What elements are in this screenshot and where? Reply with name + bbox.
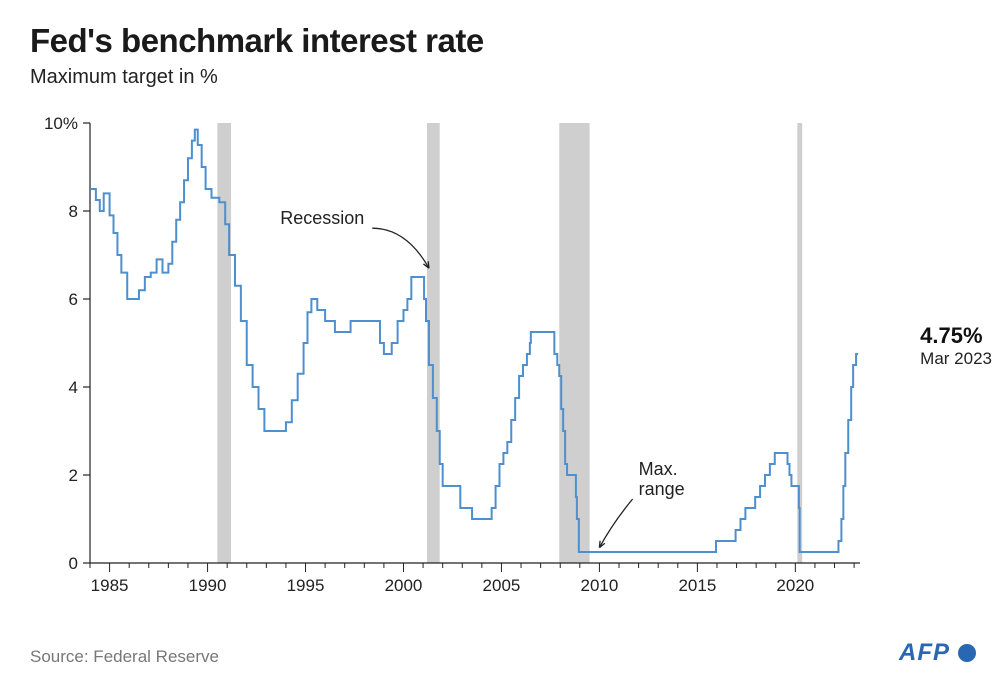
afp-dot-icon: [958, 644, 976, 662]
afp-logo: AFP: [899, 639, 976, 667]
source-label: Source: Federal Reserve: [30, 647, 219, 667]
recession-arrow: [372, 228, 429, 268]
x-tick-label: 2000: [385, 576, 423, 595]
recession-band: [217, 123, 231, 563]
y-tick-label: 2: [69, 466, 78, 485]
chart-svg: 0 2 4 6 8 10% 1985 1990 1995 2000 2005 2010 2015 2020…: [30, 113, 870, 613]
x-tick-label: 2010: [581, 576, 619, 595]
figure-container: Fed's benchmark interest rate Maximum ta…: [0, 0, 1000, 693]
x-tick-label: 1985: [91, 576, 129, 595]
y-tick-label: 4: [69, 378, 78, 397]
rate-line: [90, 130, 858, 552]
chart-area: 0 2 4 6 8 10% 1985 1990 1995 2000 2005 2010 2015 2020…: [30, 113, 870, 613]
x-tick-label: 2020: [776, 576, 814, 595]
x-tick-label: 1990: [189, 576, 227, 595]
y-tick-label: 0: [69, 554, 78, 573]
end-value-callout: 4.75% Mar 2023: [920, 323, 992, 369]
y-tick-label: 8: [69, 202, 78, 221]
recession-annotation: Recession: [280, 208, 364, 228]
end-value: 4.75%: [920, 323, 992, 349]
y-tick-label: 6: [69, 290, 78, 309]
x-tick-label: 1995: [287, 576, 325, 595]
max-range-arrow: [599, 499, 632, 548]
y-tick-label: 10%: [44, 114, 78, 133]
chart-subtitle: Maximum target in %: [30, 66, 870, 89]
max-range-annotation: range: [639, 479, 685, 499]
afp-text: AFP: [899, 639, 950, 667]
max-range-annotation: Max.: [639, 459, 678, 479]
recession-band: [559, 123, 589, 563]
x-tick-label: 2015: [678, 576, 716, 595]
chart-title: Fed's benchmark interest rate: [30, 22, 870, 60]
x-tick-label: 2005: [483, 576, 521, 595]
end-date: Mar 2023: [920, 349, 992, 369]
